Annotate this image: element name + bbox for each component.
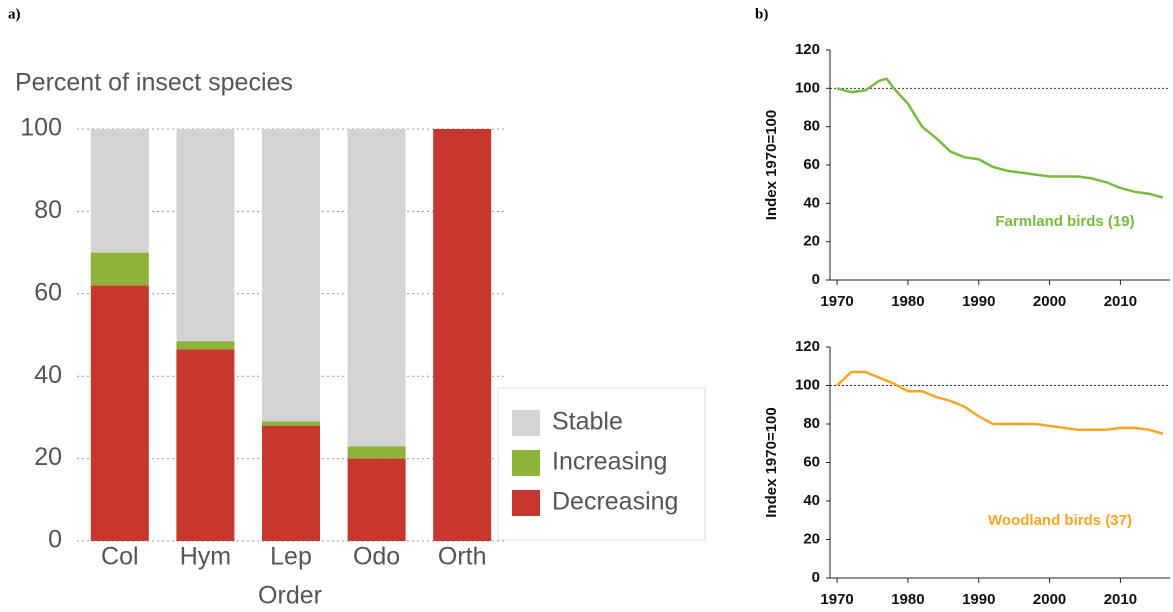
bar-segment <box>348 459 406 541</box>
x-tick-label: Lep <box>270 543 312 571</box>
x-tick-label: 1970 <box>820 591 853 608</box>
x-tick-label: 1990 <box>962 293 995 310</box>
y-axis-label: Index 1970=100 <box>763 407 780 518</box>
y-tick-label: 0 <box>812 569 820 586</box>
legend-label: Increasing <box>552 448 667 476</box>
y-tick-label: 0 <box>812 271 820 288</box>
bar-segment <box>262 422 320 426</box>
y-tick-label: 60 <box>34 278 62 306</box>
x-tick-label: Orth <box>438 543 487 571</box>
bar-segment <box>433 129 491 541</box>
y-axis-label: Index 1970=100 <box>763 110 780 221</box>
y-tick-label: 40 <box>803 194 820 211</box>
x-tick-label: 1980 <box>891 293 924 310</box>
y-tick-label: 80 <box>34 196 62 224</box>
chart-title: Percent of insect species <box>15 69 293 97</box>
y-tick-label: 100 <box>20 114 62 142</box>
x-tick-label: 1980 <box>891 591 924 608</box>
x-tick-label: 2010 <box>1104 293 1137 310</box>
y-tick-label: 100 <box>795 79 820 96</box>
legend-swatch <box>512 410 540 436</box>
bar-segment <box>91 286 149 541</box>
y-tick-label: 40 <box>803 492 820 509</box>
bar-segment <box>348 129 406 446</box>
x-tick-label: Hym <box>180 543 231 571</box>
y-tick-label: 40 <box>34 361 62 389</box>
legend-label: Stable <box>552 408 623 436</box>
y-tick-label: 20 <box>803 530 820 547</box>
x-tick-label: 1970 <box>820 293 853 310</box>
legend-swatch <box>512 490 540 516</box>
x-tick-label: 1990 <box>962 591 995 608</box>
x-tick-label: 2010 <box>1104 591 1137 608</box>
y-tick-label: 0 <box>48 526 62 554</box>
y-tick-label: 80 <box>803 415 820 432</box>
y-tick-label: 20 <box>803 233 820 250</box>
figure: a) Percent of insect species 0 20 40 60 80 100 C… <box>0 0 1173 612</box>
bar-segment <box>176 349 234 541</box>
x-tick-label: Odo <box>353 543 400 571</box>
panel-label: b) <box>755 6 768 22</box>
bar-segment <box>348 446 406 458</box>
bar-segment <box>91 129 149 253</box>
bar-segment <box>176 341 234 349</box>
x-tick-label: 2000 <box>1033 293 1066 310</box>
bar-segment <box>262 426 320 541</box>
bar-segment <box>176 129 234 341</box>
y-tick-label: 80 <box>803 118 820 135</box>
line <box>837 372 1163 434</box>
y-tick-label: 20 <box>34 443 62 471</box>
x-tick-label: 2000 <box>1033 591 1066 608</box>
bar-segment <box>262 129 320 422</box>
y-tick-label: 60 <box>803 453 820 470</box>
line <box>837 79 1163 198</box>
legend-swatch <box>512 450 540 476</box>
bar-segment <box>91 253 149 286</box>
x-axis-label: Order <box>258 582 322 610</box>
annotation: Farmland birds (19) <box>995 213 1134 230</box>
x-tick-label: Col <box>101 543 139 571</box>
legend: Stable Increasing Decreasing <box>498 388 705 540</box>
y-tick-label: 60 <box>803 156 820 173</box>
y-tick-label: 100 <box>795 376 820 393</box>
panel-label: a) <box>8 6 21 22</box>
legend-label: Decreasing <box>552 488 678 516</box>
y-tick-label: 120 <box>795 338 820 355</box>
y-tick-label: 120 <box>795 41 820 58</box>
annotation: Woodland birds (37) <box>988 512 1132 529</box>
